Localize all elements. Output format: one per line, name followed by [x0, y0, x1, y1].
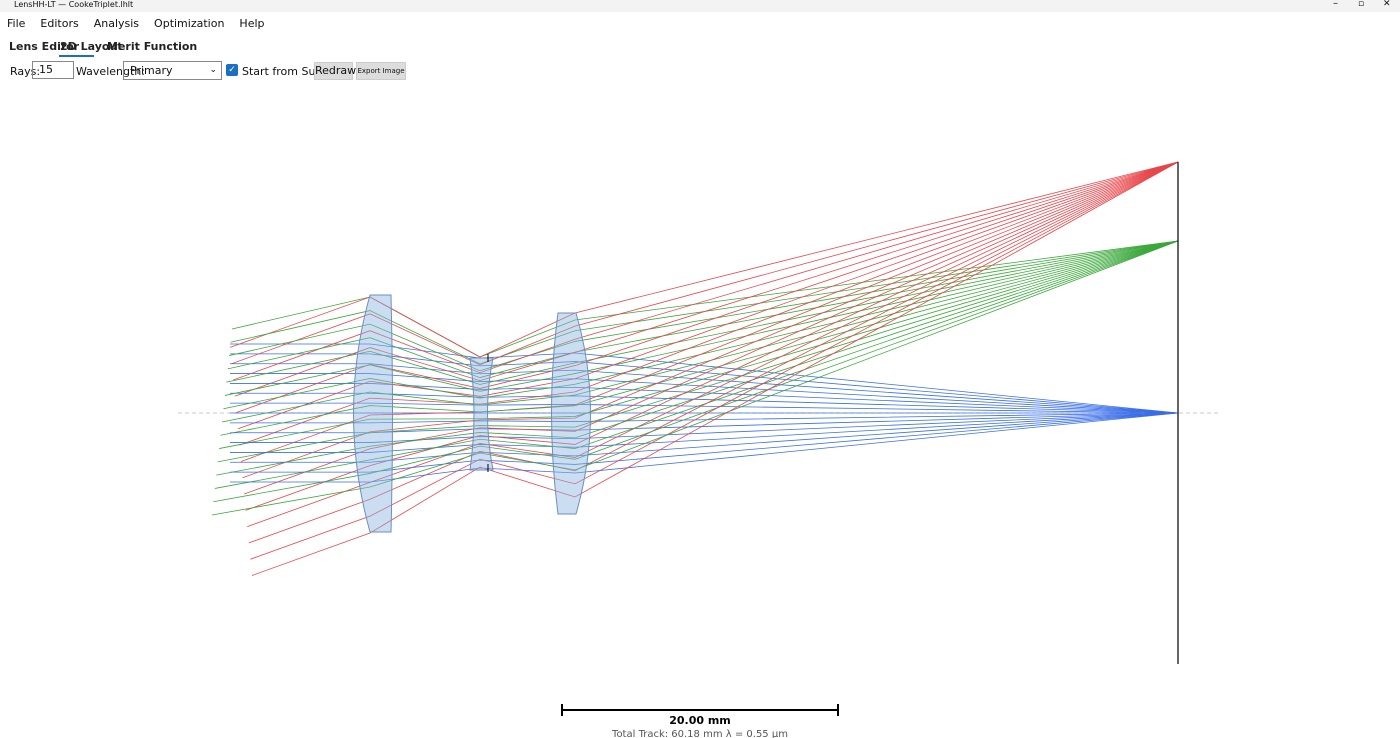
ray [221, 240, 1179, 423]
ray [229, 240, 1179, 372]
menu-item[interactable]: Analysis [93, 17, 140, 30]
ray [230, 412, 1179, 483]
ray [251, 161, 1179, 576]
ray [248, 161, 1179, 544]
ray [229, 161, 1179, 358]
ray [236, 161, 1179, 413]
menu-item[interactable]: Editors [40, 17, 79, 30]
menu-bar: File Editors Analysis Optimization Help [7, 16, 280, 30]
tab[interactable]: Lens Editor [9, 40, 80, 53]
ray [223, 240, 1179, 410]
scale-label: 20.00 mm [669, 714, 731, 727]
ray [230, 383, 1179, 414]
ray [239, 161, 1179, 446]
ray [247, 161, 1179, 527]
title-bar: LensHH-LT — CookeTriplet.lhlt – ▫ ✕ [0, 0, 1400, 12]
export-button[interactable]: Export Image [356, 62, 406, 80]
ray [230, 392, 1179, 414]
close[interactable]: ✕ [1383, 0, 1391, 9]
total-track: Total Track: 60.18 mm λ = 0.55 µm [611, 729, 788, 738]
ray [213, 240, 1179, 503]
ray [230, 412, 1179, 443]
ray [217, 240, 1179, 463]
ray [245, 161, 1179, 511]
ray [250, 161, 1179, 560]
ray [230, 240, 1179, 365]
tab[interactable]: 2D Layout [60, 40, 123, 53]
menu-item[interactable]: File [7, 17, 26, 30]
tab[interactable]: Merit Function [107, 40, 198, 53]
wavelength-label: Wavelength: [76, 65, 145, 78]
ray [230, 353, 1179, 414]
ray [230, 412, 1179, 424]
ray [230, 363, 1179, 414]
ray [230, 373, 1179, 414]
ray [216, 240, 1179, 476]
maximize[interactable]: ▫ [1358, 0, 1365, 9]
ray [230, 412, 1179, 453]
ray [211, 240, 1179, 516]
window-title: LensHH-LT — CookeTriplet.lhlt [14, 0, 134, 9]
ray [219, 240, 1179, 449]
ray [234, 161, 1179, 397]
minimize[interactable]: – [1333, 0, 1338, 9]
tab-underline [59, 55, 94, 57]
menu-item[interactable]: Optimization [154, 17, 225, 30]
ray [237, 161, 1179, 430]
redraw-button[interactable]: Redraw [314, 62, 356, 80]
ray [242, 161, 1179, 479]
wavelength-value: Primary [130, 64, 173, 77]
rays-input[interactable]: 15 [32, 61, 74, 79]
ray [244, 161, 1179, 495]
menu-item[interactable]: Help [239, 17, 265, 30]
ray [230, 412, 1179, 463]
ray [231, 161, 1179, 366]
ray [233, 161, 1179, 381]
ray [226, 240, 1179, 385]
ray [230, 412, 1179, 473]
ray [224, 240, 1179, 396]
wavelength-dropdown[interactable]: Primary ⌄ [123, 61, 222, 80]
ray [214, 240, 1179, 489]
checkbox[interactable]: ✓ [226, 64, 238, 76]
ray [220, 240, 1179, 436]
ray [230, 412, 1179, 434]
